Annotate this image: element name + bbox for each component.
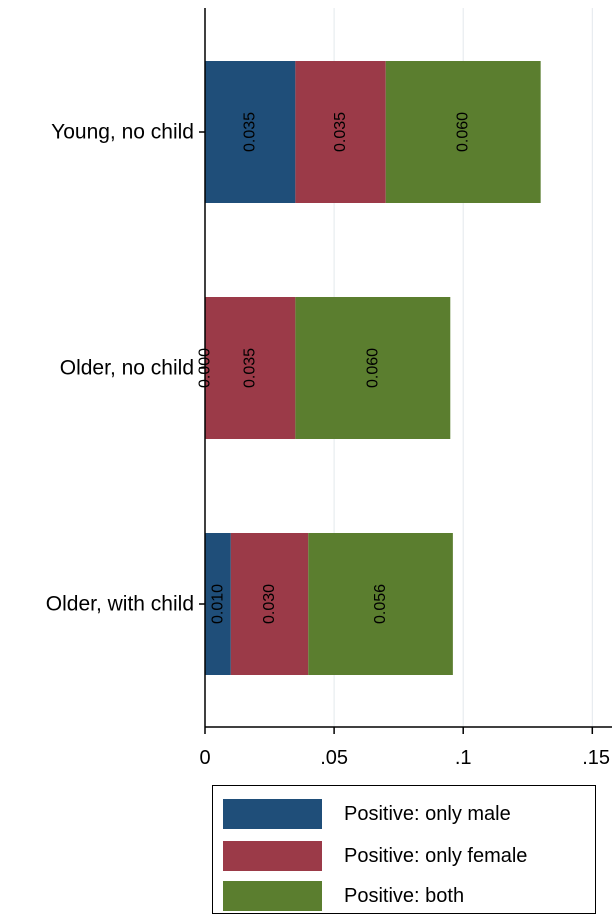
x-tick-label: 0	[199, 747, 210, 769]
bar-segment	[205, 533, 231, 675]
bar-data-label: 0.035	[242, 348, 259, 388]
bar-segment	[230, 533, 309, 675]
x-tick-label: .05	[320, 747, 348, 769]
legend-label: Positive: only female	[344, 845, 527, 867]
legend-swatch	[223, 799, 322, 829]
bars	[205, 61, 541, 675]
legend-swatch	[223, 841, 322, 871]
bar-data-labels: 0.0350.0350.0600.0000.0350.0600.0100.030…	[197, 112, 472, 624]
bar-segment	[205, 297, 296, 439]
axes	[199, 8, 612, 734]
bar-data-label: 0.035	[332, 112, 349, 152]
x-tick-label: .15	[582, 747, 610, 769]
category-label: Young, no child	[51, 121, 194, 144]
bar-data-label: 0.030	[261, 584, 278, 624]
bar-segment	[385, 61, 541, 203]
bar-data-label: 0.056	[372, 584, 389, 624]
legend: Positive: only male Positive: only female…	[212, 785, 596, 914]
bar-segment	[295, 297, 451, 439]
x-tick-label: .1	[455, 747, 472, 769]
bar-segment	[308, 533, 453, 675]
bar-segment	[295, 61, 386, 203]
legend-swatch	[223, 881, 322, 911]
x-tick-labels: 0 .05 .1 .15	[199, 747, 610, 769]
legend-label: Positive: only male	[344, 803, 511, 825]
bar-segment	[205, 61, 296, 203]
bar-data-label: 0.010	[209, 584, 226, 624]
bar-data-label: 0.060	[455, 112, 472, 152]
bar-data-label: 0.060	[364, 348, 381, 388]
legend-label: Positive: both	[344, 885, 464, 907]
category-label: Older, no child	[60, 357, 194, 380]
bar-data-label: 0.035	[242, 112, 259, 152]
category-labels: Young, no child Older, no child Older, wit…	[46, 121, 194, 616]
category-label: Older, with child	[46, 593, 194, 616]
